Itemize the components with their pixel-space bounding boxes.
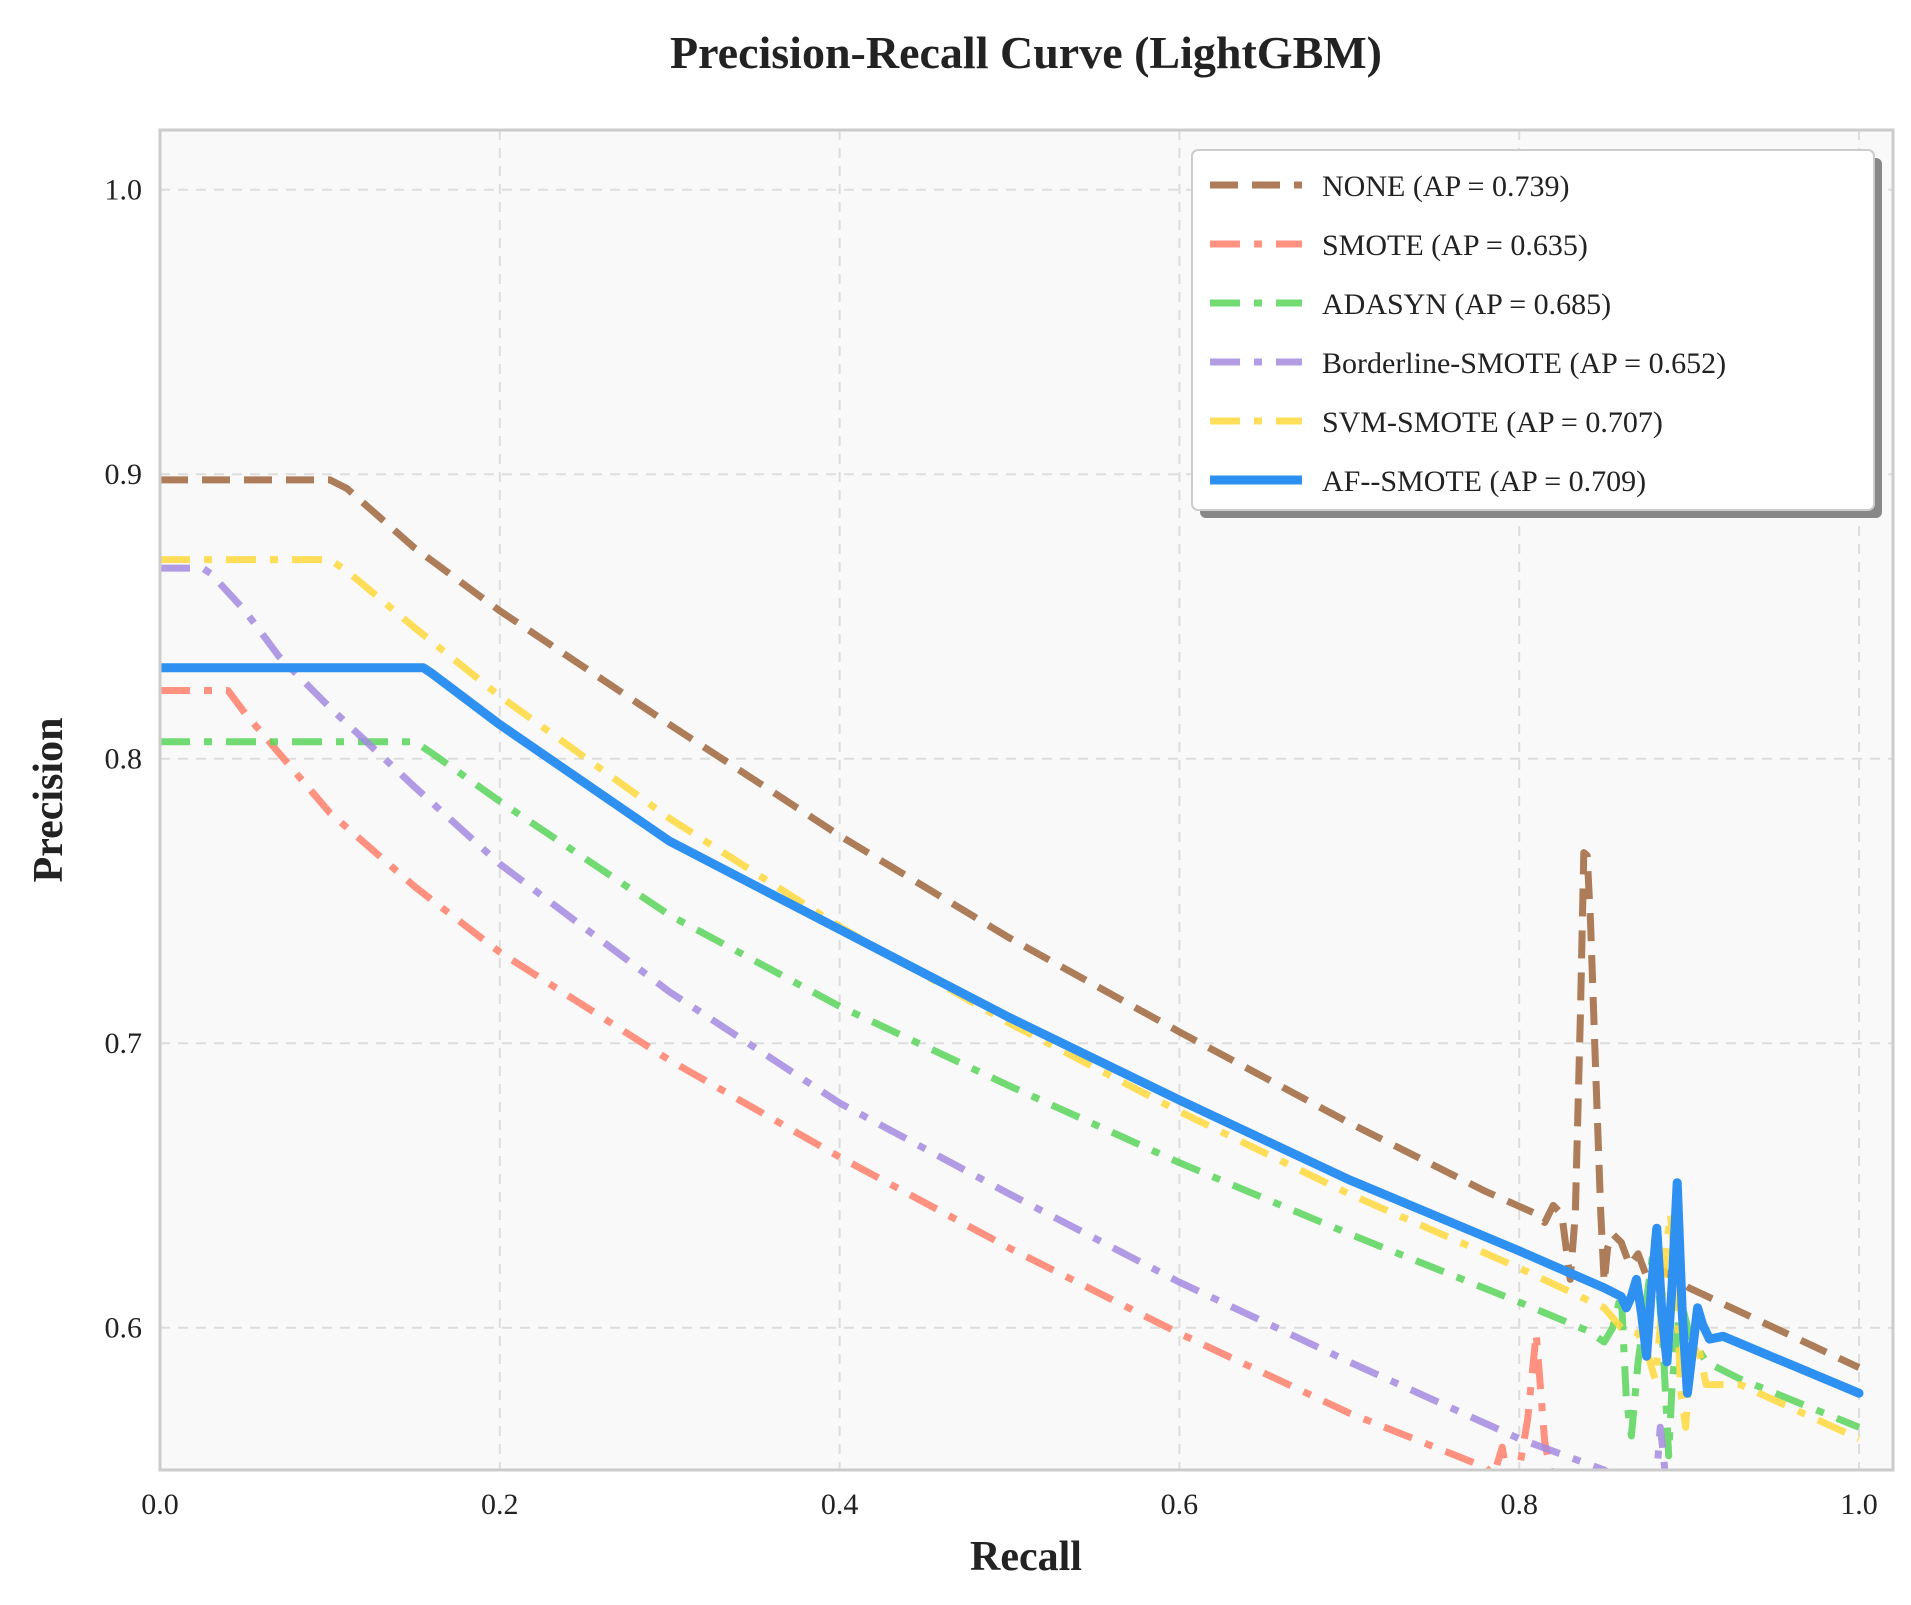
legend: NONE (AP = 0.739) SMOTE (AP = 0.635) ADASY…: [1191, 149, 1882, 518]
series-line-5: [160, 663, 1864, 1398]
series-line-4: [160, 556, 1861, 1442]
y-tick-label: 0.6: [105, 1312, 143, 1345]
plot-frame: [158, 128, 1895, 1472]
x-tick-label: 1.0: [1840, 1488, 1878, 1521]
x-axis-label: Recall: [970, 1534, 1082, 1580]
y-tick-label: 1.0: [105, 174, 143, 207]
y-axis-label: Precision: [26, 718, 72, 883]
x-tick-label: 0.8: [1500, 1488, 1538, 1521]
x-tick-label: 0.2: [481, 1488, 519, 1521]
series-line-1: [160, 687, 1554, 1470]
legend-label-5: AF--SMOTE (AP = 0.709): [1322, 465, 1646, 498]
legend-label-3: Borderline-SMOTE (AP = 0.652): [1322, 347, 1726, 380]
legend-label-2: ADASYN (AP = 0.685): [1322, 288, 1611, 321]
legend-label-4: SVM-SMOTE (AP = 0.707): [1322, 406, 1663, 439]
legend-box: [1191, 149, 1875, 511]
y-tick-label: 0.7: [105, 1027, 143, 1060]
legend-label-1: SMOTE (AP = 0.635): [1322, 229, 1588, 262]
chart-title: Precision-Recall Curve (LightGBM): [670, 27, 1382, 78]
y-tick-label: 0.8: [105, 743, 143, 776]
x-tick-label: 0.4: [821, 1488, 859, 1521]
series-group: [160, 476, 1864, 1470]
series-line-0: [160, 476, 1861, 1371]
legend-label-0: NONE (AP = 0.739): [1322, 170, 1569, 203]
series-line-3: [160, 564, 1669, 1470]
y-tick-label: 0.9: [105, 458, 143, 491]
x-tick-label: 0.6: [1161, 1488, 1199, 1521]
x-tick-label: 0.0: [141, 1488, 179, 1521]
ticks: 0.0 0.2 0.4 0.6 0.8 1.0 0.6 0.7 0.8 0.9 1.0: [105, 174, 1878, 1521]
